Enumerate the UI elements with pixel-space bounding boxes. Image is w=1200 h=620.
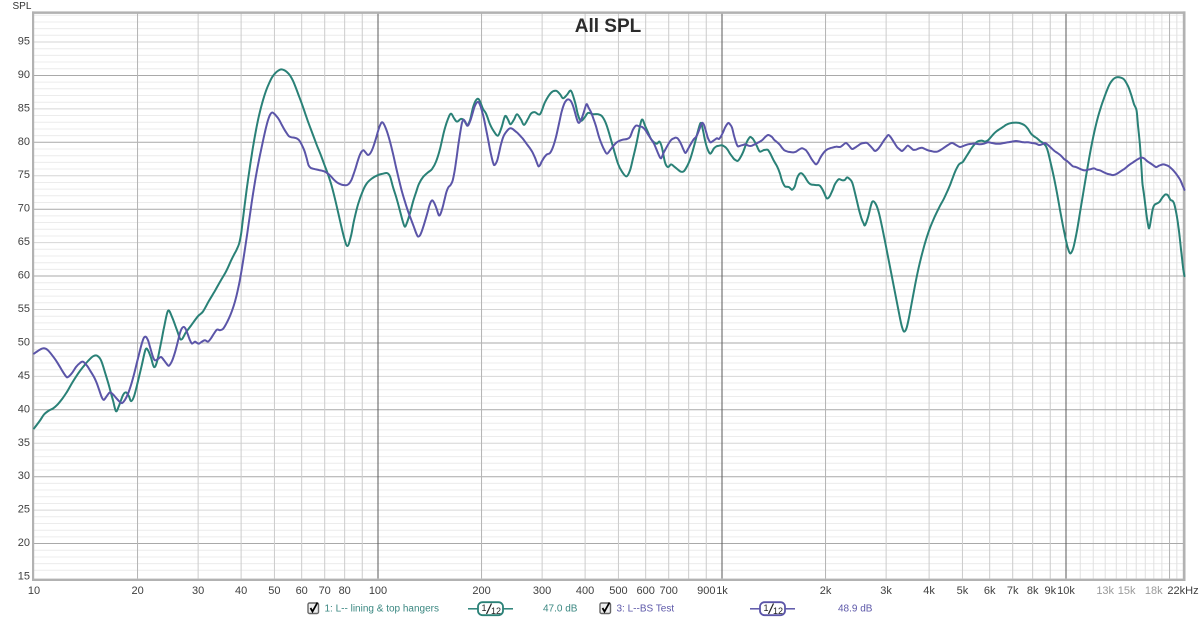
svg-text:70: 70 — [18, 203, 30, 215]
svg-text:48.9 dB: 48.9 dB — [838, 604, 873, 615]
svg-text:30: 30 — [192, 585, 204, 597]
svg-text:1: 1 — [764, 603, 769, 613]
svg-text:5k: 5k — [957, 585, 969, 597]
svg-text:300: 300 — [533, 585, 551, 597]
svg-text:15k: 15k — [1118, 585, 1136, 597]
svg-text:100: 100 — [369, 585, 387, 597]
svg-text:10k: 10k — [1057, 585, 1075, 597]
svg-text:18k: 18k — [1145, 585, 1163, 597]
svg-text:SPL: SPL — [13, 1, 32, 12]
svg-text:50: 50 — [18, 336, 30, 348]
svg-text:9k: 9k — [1044, 585, 1056, 597]
svg-text:22kHz: 22kHz — [1167, 585, 1198, 597]
svg-text:4k: 4k — [923, 585, 935, 597]
svg-text:12: 12 — [491, 606, 501, 616]
svg-text:200: 200 — [472, 585, 490, 597]
svg-text:3k: 3k — [880, 585, 892, 597]
svg-text:47.0 dB: 47.0 dB — [543, 604, 578, 615]
svg-text:50: 50 — [268, 585, 280, 597]
svg-text:35: 35 — [18, 437, 30, 449]
svg-text:8k: 8k — [1027, 585, 1039, 597]
svg-text:2k: 2k — [820, 585, 832, 597]
svg-text:12: 12 — [773, 606, 783, 616]
svg-text:90: 90 — [18, 69, 30, 81]
svg-text:95: 95 — [18, 36, 30, 48]
svg-text:700: 700 — [660, 585, 678, 597]
svg-text:60: 60 — [296, 585, 308, 597]
svg-text:1: L-- lining & top hangers: 1: L-- lining & top hangers — [325, 604, 440, 615]
svg-text:6k: 6k — [984, 585, 996, 597]
svg-text:7k: 7k — [1007, 585, 1019, 597]
svg-text:500: 500 — [609, 585, 627, 597]
svg-text:45: 45 — [18, 370, 30, 382]
svg-text:25: 25 — [18, 504, 30, 516]
svg-text:1: 1 — [482, 603, 487, 613]
svg-text:40: 40 — [235, 585, 247, 597]
svg-text:20: 20 — [18, 537, 30, 549]
svg-text:All SPL: All SPL — [575, 16, 642, 37]
svg-text:600: 600 — [637, 585, 655, 597]
svg-text:80: 80 — [339, 585, 351, 597]
svg-text:15: 15 — [18, 571, 30, 583]
svg-text:80: 80 — [18, 136, 30, 148]
svg-text:65: 65 — [18, 236, 30, 248]
svg-text:30: 30 — [18, 470, 30, 482]
svg-text:70: 70 — [319, 585, 331, 597]
svg-text:55: 55 — [18, 303, 30, 315]
svg-text:40: 40 — [18, 403, 30, 415]
svg-text:400: 400 — [576, 585, 594, 597]
svg-text:1k: 1k — [716, 585, 728, 597]
svg-text:13k: 13k — [1096, 585, 1114, 597]
svg-text:75: 75 — [18, 169, 30, 181]
svg-text:20: 20 — [131, 585, 143, 597]
svg-text:85: 85 — [18, 102, 30, 114]
svg-text:900: 900 — [697, 585, 715, 597]
svg-text:60: 60 — [18, 270, 30, 282]
svg-text:10: 10 — [28, 585, 40, 597]
svg-text:3: L--BS Test: 3: L--BS Test — [617, 604, 675, 615]
